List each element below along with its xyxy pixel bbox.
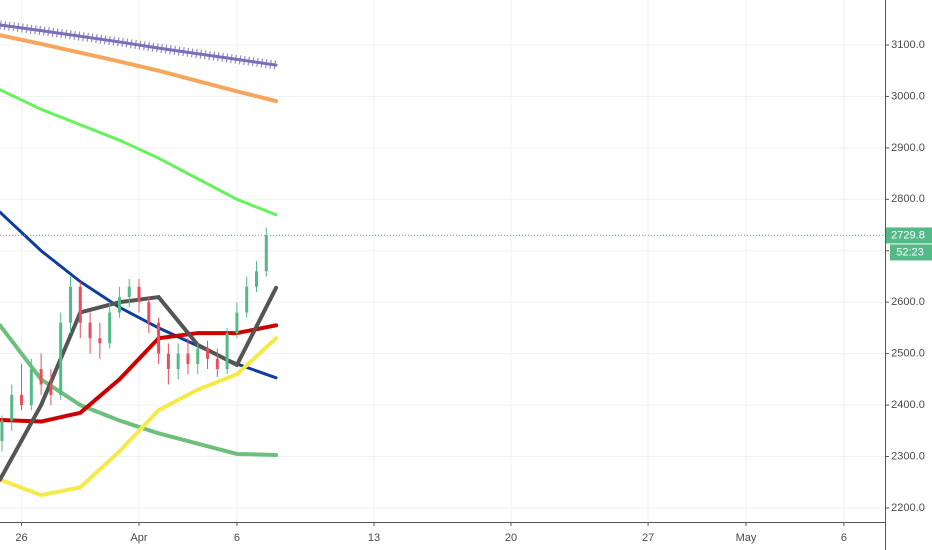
candle-body: [39, 369, 43, 385]
candle-body: [88, 322, 92, 339]
x-tick-label: 26: [15, 532, 27, 544]
axes: 2200.02300.02400.02500.02600.02700.02800…: [15, 39, 932, 544]
candle-body: [264, 235, 268, 272]
moving-average-line: [0, 88, 278, 217]
last-price-box: [886, 227, 932, 244]
y-tick-label: 2800.0: [891, 193, 925, 205]
candle-body: [245, 286, 249, 313]
y-tick-label: 2900.0: [891, 142, 925, 154]
candle-body: [254, 271, 258, 287]
candle-body: [98, 338, 102, 344]
plot: [0, 20, 885, 498]
candle-body: [49, 384, 53, 395]
candle-body: [157, 322, 161, 354]
y-tick-label: 3100.0: [891, 39, 925, 51]
moving-average-line: [0, 23, 278, 67]
candle-body: [10, 394, 14, 421]
y-tick-label: 2600.0: [891, 296, 925, 308]
y-tick-label: 2500.0: [891, 348, 925, 360]
candle-body: [137, 286, 141, 303]
candle-body: [215, 358, 219, 370]
moving-average-line: [0, 323, 279, 457]
x-tick-label: 13: [368, 532, 380, 544]
candle-body: [20, 394, 24, 406]
candle-body: [176, 353, 180, 370]
y-tick-label: 3000.0: [891, 90, 925, 102]
y-tick-label: 2300.0: [891, 450, 925, 462]
x-tick-label: Apr: [130, 532, 147, 544]
x-tick-label: 6: [234, 532, 240, 544]
candle-body: [29, 369, 33, 406]
candle-body: [117, 297, 121, 313]
candle-body: [127, 286, 131, 298]
x-tick-label: 27: [642, 532, 654, 544]
moving-average-line: [0, 336, 279, 498]
x-tick-label: 20: [505, 532, 517, 544]
candle-body: [235, 312, 239, 334]
candle-body: [68, 286, 72, 323]
candle-body: [225, 333, 229, 370]
y-tick-label: 2400.0: [891, 399, 925, 411]
candle-body: [196, 348, 200, 364]
last-price-label: 2729.8: [891, 229, 925, 241]
moving-average-line: [0, 33, 279, 104]
candle-body: [147, 302, 151, 323]
countdown-label: 52:23: [896, 246, 924, 258]
x-tick-label: 6: [841, 532, 847, 544]
candle-body: [166, 353, 170, 370]
moving-average-line: [0, 323, 279, 424]
countdown-box: [890, 244, 932, 261]
candle-body: [206, 348, 210, 359]
candle-body: [0, 420, 4, 442]
candle-body: [108, 312, 112, 344]
candle-body: [59, 322, 63, 395]
grid: [0, 0, 885, 522]
candle-body: [78, 286, 82, 323]
y-tick-label: 2200.0: [891, 502, 925, 514]
x-tick-label: May: [736, 532, 757, 544]
candle-body: [186, 353, 190, 364]
